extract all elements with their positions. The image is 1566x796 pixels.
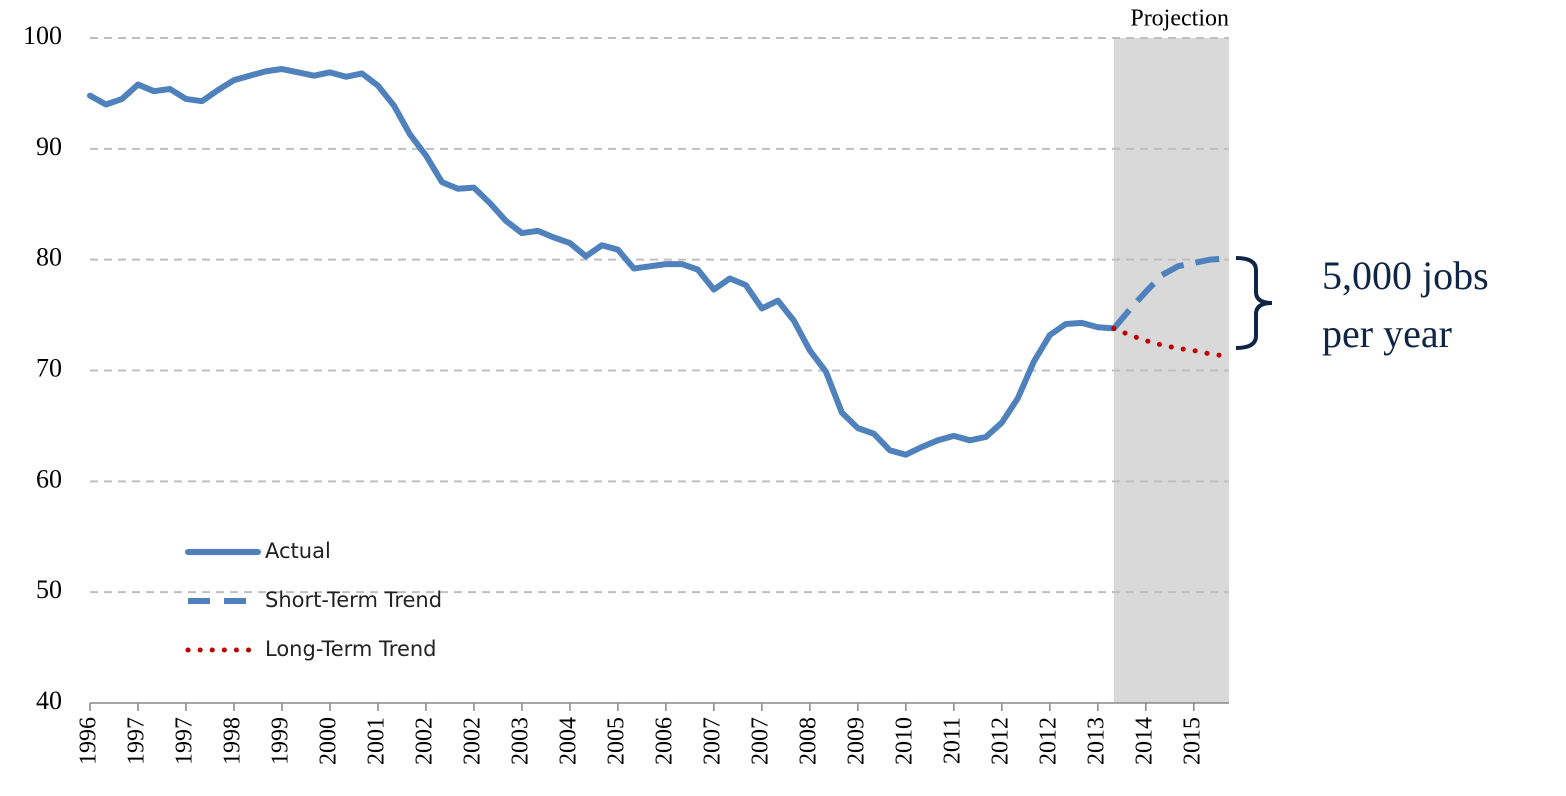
x-tick-label: 2004: [555, 717, 581, 765]
series-line: [1111, 255, 1227, 331]
annotation: 5,000 jobs: [1322, 253, 1489, 298]
x-tick-label: 2006: [651, 717, 677, 765]
x-tick-label: 2005: [603, 717, 629, 765]
y-tick-label: 40: [36, 686, 62, 715]
x-tick-label: 2002: [459, 717, 485, 765]
x-tick-label: 2007: [747, 717, 773, 765]
y-tick-label: 90: [36, 132, 62, 161]
series-line: [87, 66, 1117, 458]
y-tick-label: 80: [36, 243, 62, 272]
x-tick-label: 1999: [267, 717, 293, 765]
x-tick-label: 1998: [219, 717, 245, 765]
x-tick-label: 2007: [699, 717, 725, 765]
brace: [1235, 256, 1273, 350]
x-tick-label: 2012: [987, 717, 1013, 765]
x-tick-label: 2009: [843, 717, 869, 765]
x-tick-label: 2003: [507, 717, 533, 765]
x-tick-label: 2008: [795, 717, 821, 765]
x-tick-label: 1997: [123, 717, 149, 765]
x-tick-label: 2014: [1131, 717, 1157, 765]
x-tick-label: 1997: [171, 717, 197, 765]
x-tick-label: 2012: [1035, 717, 1061, 765]
legend-label: Long-Term Trend: [265, 637, 437, 661]
annotation: per year: [1322, 311, 1452, 356]
x-tick-label: 2000: [315, 717, 341, 765]
legend-label: Short-Term Trend: [265, 588, 442, 612]
projection-label: Projection: [1130, 6, 1229, 32]
y-tick-label: 70: [36, 353, 62, 382]
x-tick-label: 2011: [939, 717, 965, 764]
legend-label: Actual: [265, 539, 331, 563]
x-tick-label: 2013: [1083, 717, 1109, 765]
y-tick-label: 60: [36, 464, 62, 493]
x-tick-label: 2010: [891, 717, 917, 765]
y-tick-label: 50: [36, 575, 62, 604]
series-line: [1111, 325, 1229, 359]
x-tick-label: 2002: [411, 717, 437, 765]
x-tick-label: 2015: [1179, 717, 1205, 765]
y-tick-label: 100: [23, 21, 62, 50]
x-tick-label: 2001: [363, 717, 389, 765]
x-tick-label: 1996: [76, 717, 102, 765]
